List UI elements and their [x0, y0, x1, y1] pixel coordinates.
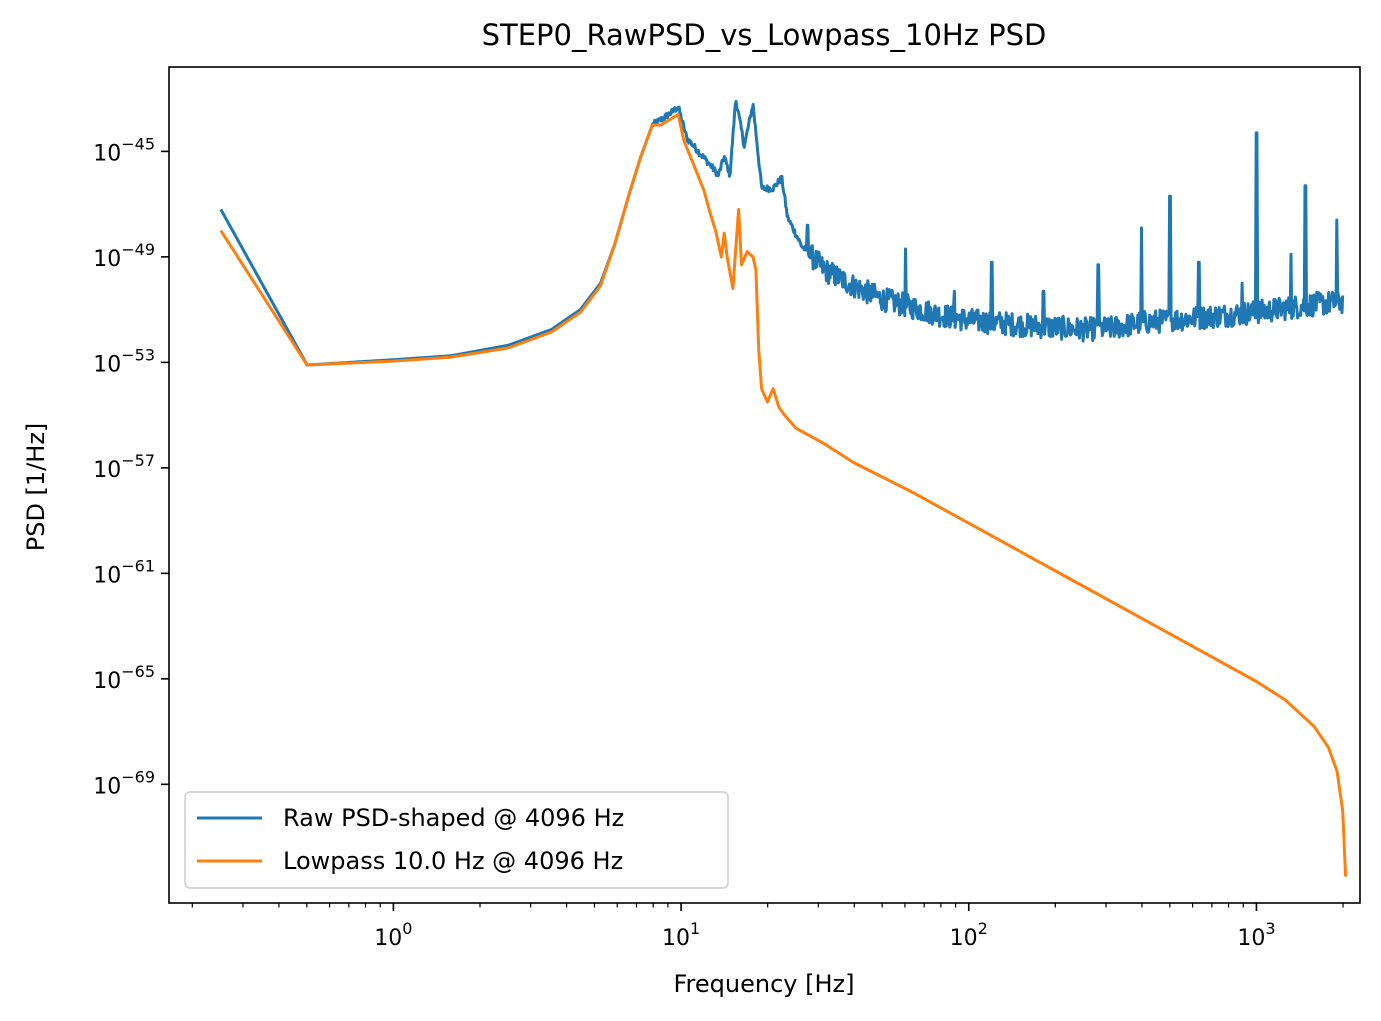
x-axis-label: Frequency [Hz] [674, 970, 855, 998]
y-tick-label: 10−65 [93, 662, 155, 694]
legend-box [184, 791, 729, 889]
chart-title: STEP0_RawPSD_vs_Lowpass_10Hz PSD [482, 18, 1047, 52]
x-tick-label: 100 [374, 919, 412, 951]
series-line-1 [219, 113, 1348, 877]
x-axis: 100 101 102 103 [191, 903, 1344, 951]
series-line-0 [219, 99, 1345, 367]
x-tick-label: 103 [1237, 919, 1275, 951]
series-layer [219, 99, 1348, 877]
plot-area [168, 66, 1361, 904]
y-axis-label: PSD [1/Hz] [22, 423, 50, 552]
plot-frame [168, 66, 1361, 904]
legend: Raw PSD-shaped @ 4096 Hz Lowpass 10.0 Hz… [184, 791, 729, 889]
y-tick-label: 10−49 [93, 240, 155, 272]
y-tick-label: 10−61 [93, 556, 155, 588]
y-tick-label: 10−57 [93, 451, 155, 483]
legend-label-raw: Raw PSD-shaped @ 4096 Hz [283, 804, 624, 832]
y-tick-label: 10−53 [93, 345, 155, 377]
y-tick-label: 10−45 [93, 134, 155, 166]
legend-label-lowpass: Lowpass 10.0 Hz @ 4096 Hz [283, 847, 623, 875]
y-axis: 10−45 10−49 10−53 10−57 10−61 10−65 10−69 [93, 134, 169, 799]
x-tick-label: 102 [950, 919, 988, 951]
y-tick-label: 10−69 [93, 767, 155, 799]
x-tick-label: 101 [662, 919, 700, 951]
